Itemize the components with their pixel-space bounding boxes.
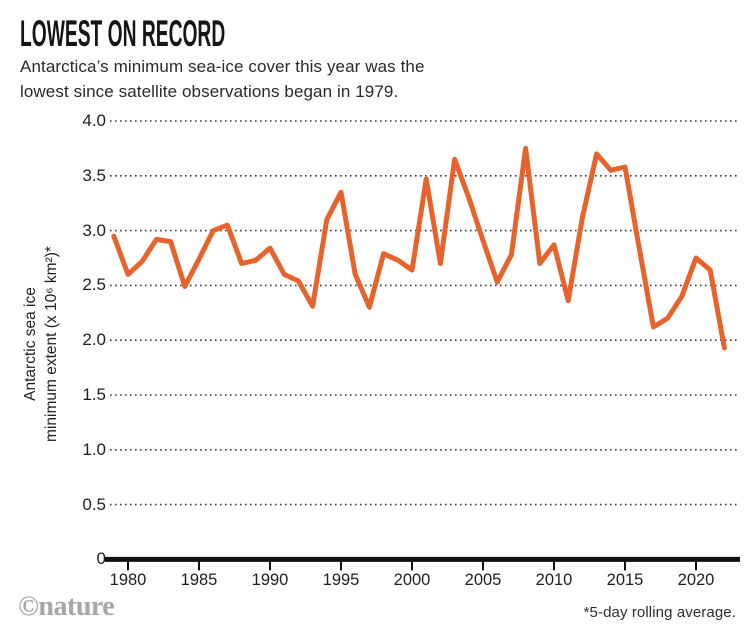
- y-tick-label: 3.5: [82, 165, 106, 185]
- y-tick-label: 1.5: [82, 385, 106, 404]
- x-tick-label: 1980: [109, 571, 147, 589]
- x-tick-label: 2020: [677, 571, 715, 589]
- sea-ice-extent-line: [111, 145, 727, 351]
- y-tick-label: 0: [96, 549, 106, 569]
- y-tick-label: 4.0: [82, 111, 106, 130]
- subtitle-line-1: Antarctica’s minimum sea-ice cover this …: [20, 57, 425, 76]
- y-axis-title-line-2: minimum extent (x 10⁶ km²)*: [43, 246, 60, 442]
- footnote: *5-day rolling average.: [583, 604, 736, 621]
- x-tick-label: 2015: [606, 571, 644, 589]
- chart-subtitle: Antarctica’s minimum sea-ice cover this …: [20, 54, 425, 104]
- nature-logo: ©nature: [18, 591, 115, 622]
- y-tick-label: 0.5: [82, 494, 106, 514]
- y-tick-label: 2.5: [82, 275, 106, 295]
- y-axis-title-line-1: Antarctic sea ice: [22, 287, 39, 401]
- x-tick-label: 2005: [464, 571, 502, 589]
- y-tick-label: 3.0: [82, 220, 106, 240]
- x-tick-label: 1990: [251, 571, 289, 589]
- y-tick-label: 2.0: [82, 330, 106, 350]
- y-tick-label: 1.0: [82, 439, 106, 459]
- x-tick-label: 2000: [393, 571, 431, 589]
- x-tick-label: 1985: [180, 571, 218, 589]
- subtitle-line-2: lowest since satellite observations bega…: [20, 82, 399, 101]
- x-tick-label: 1995: [322, 571, 360, 589]
- x-tick-label: 2010: [535, 571, 573, 589]
- chart-title: LOWEST ON RECORD: [20, 13, 226, 54]
